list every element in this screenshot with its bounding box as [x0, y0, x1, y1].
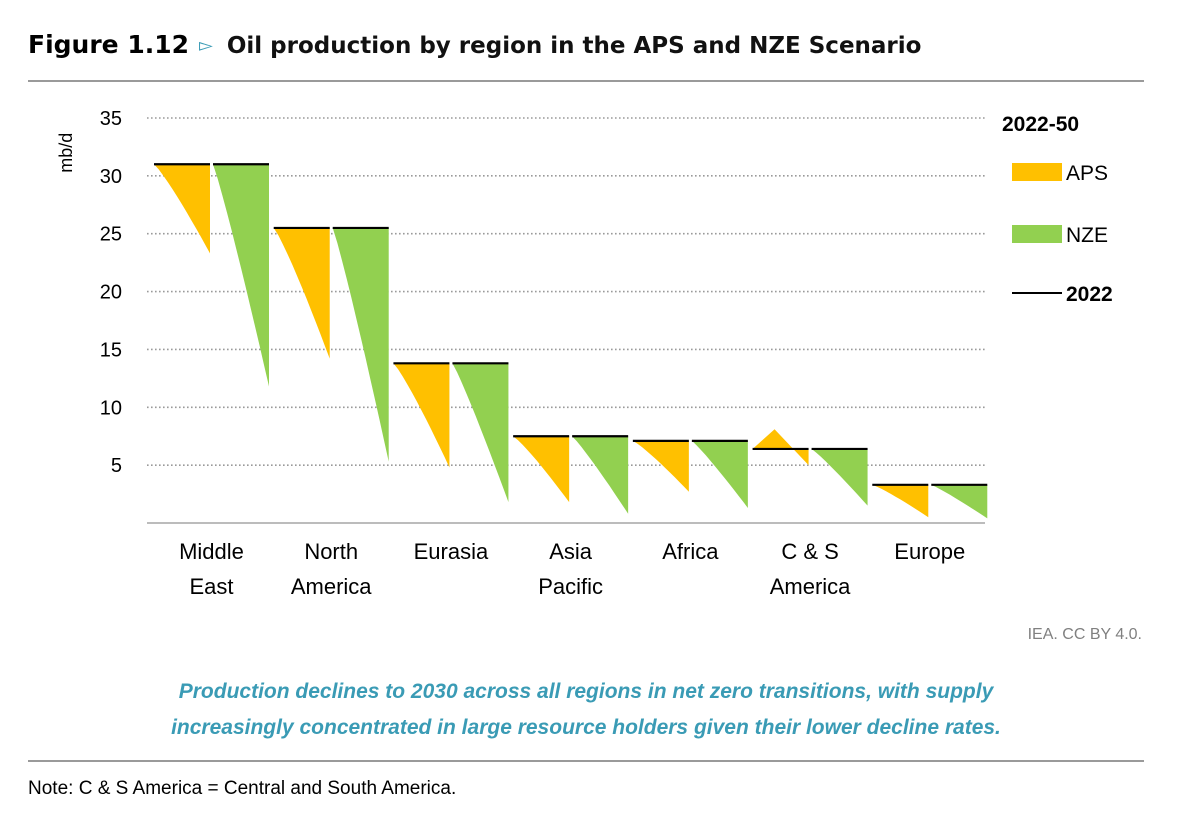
- category-label: Middle: [179, 539, 244, 564]
- aps-area-europe: [872, 484, 929, 518]
- figure-title: Oil production by region in the APS and …: [226, 33, 922, 59]
- legend-label-nze: NZE: [1066, 224, 1108, 247]
- y-tick-label: 30: [100, 166, 122, 188]
- y-tick-label: 5: [111, 455, 122, 477]
- y-tick-label: 20: [100, 282, 122, 304]
- category-label: Pacific: [538, 574, 603, 599]
- nze-area-europe: [931, 484, 988, 519]
- source-credit: IEA. CC BY 4.0.: [1027, 626, 1142, 643]
- bottom-divider: [28, 760, 1144, 762]
- aps-area-c-s-america: [752, 429, 809, 466]
- legend-label-2022: 2022: [1066, 283, 1113, 306]
- figure-number: Figure 1.12: [28, 30, 190, 59]
- nze-area-c-s-america: [811, 448, 868, 506]
- top-divider: [28, 80, 1144, 82]
- y-tick-label: 15: [100, 339, 122, 361]
- y-axis-label: mb/d: [56, 133, 76, 173]
- caption-line-1: Production declines to 2030 across all r…: [178, 680, 994, 703]
- nze-area-eurasia: [452, 363, 509, 503]
- aps-area-eurasia: [393, 363, 450, 468]
- chart: 5 10 15 20 25 30 35 mb/d Middle East North America E…: [56, 108, 1113, 599]
- legend-title: 2022-50: [1002, 113, 1079, 136]
- aps-area-asia-pacific: [513, 436, 570, 503]
- footnote: Note: C & S America = Central and South …: [28, 778, 457, 799]
- category-label: C & S: [781, 539, 838, 564]
- nze-area-asia-pacific: [572, 436, 629, 514]
- category-label: Africa: [662, 539, 719, 564]
- nze-area-north-america: [332, 227, 389, 462]
- category-label: Europe: [894, 539, 965, 564]
- category-label: Asia: [549, 539, 593, 564]
- legend-label-aps: APS: [1066, 162, 1108, 185]
- triangle-arrow-icon: ▻: [199, 35, 213, 55]
- category-label: America: [291, 574, 372, 599]
- figure-caption: Production declines to 2030 across all r…: [28, 674, 1144, 746]
- category-label: North: [304, 539, 358, 564]
- aps-area-middle-east: [154, 164, 210, 254]
- y-tick-label: 25: [100, 224, 122, 246]
- aps-area-africa: [632, 440, 689, 492]
- legend-swatch-nze: [1012, 225, 1062, 243]
- category-label: America: [770, 574, 851, 599]
- y-tick-label: 10: [100, 397, 122, 419]
- category-label: East: [189, 574, 233, 599]
- nze-area-middle-east: [213, 164, 269, 387]
- nze-area-africa: [691, 440, 748, 508]
- caption-line-2: increasingly concentrated in large resou…: [171, 716, 1001, 739]
- aps-area-north-america: [273, 227, 330, 359]
- y-tick-label: 35: [100, 108, 122, 130]
- category-label: Eurasia: [414, 539, 489, 564]
- legend-swatch-aps: [1012, 163, 1062, 181]
- figure-heading: Figure 1.12 ▻ Oil production by region in …: [28, 30, 921, 59]
